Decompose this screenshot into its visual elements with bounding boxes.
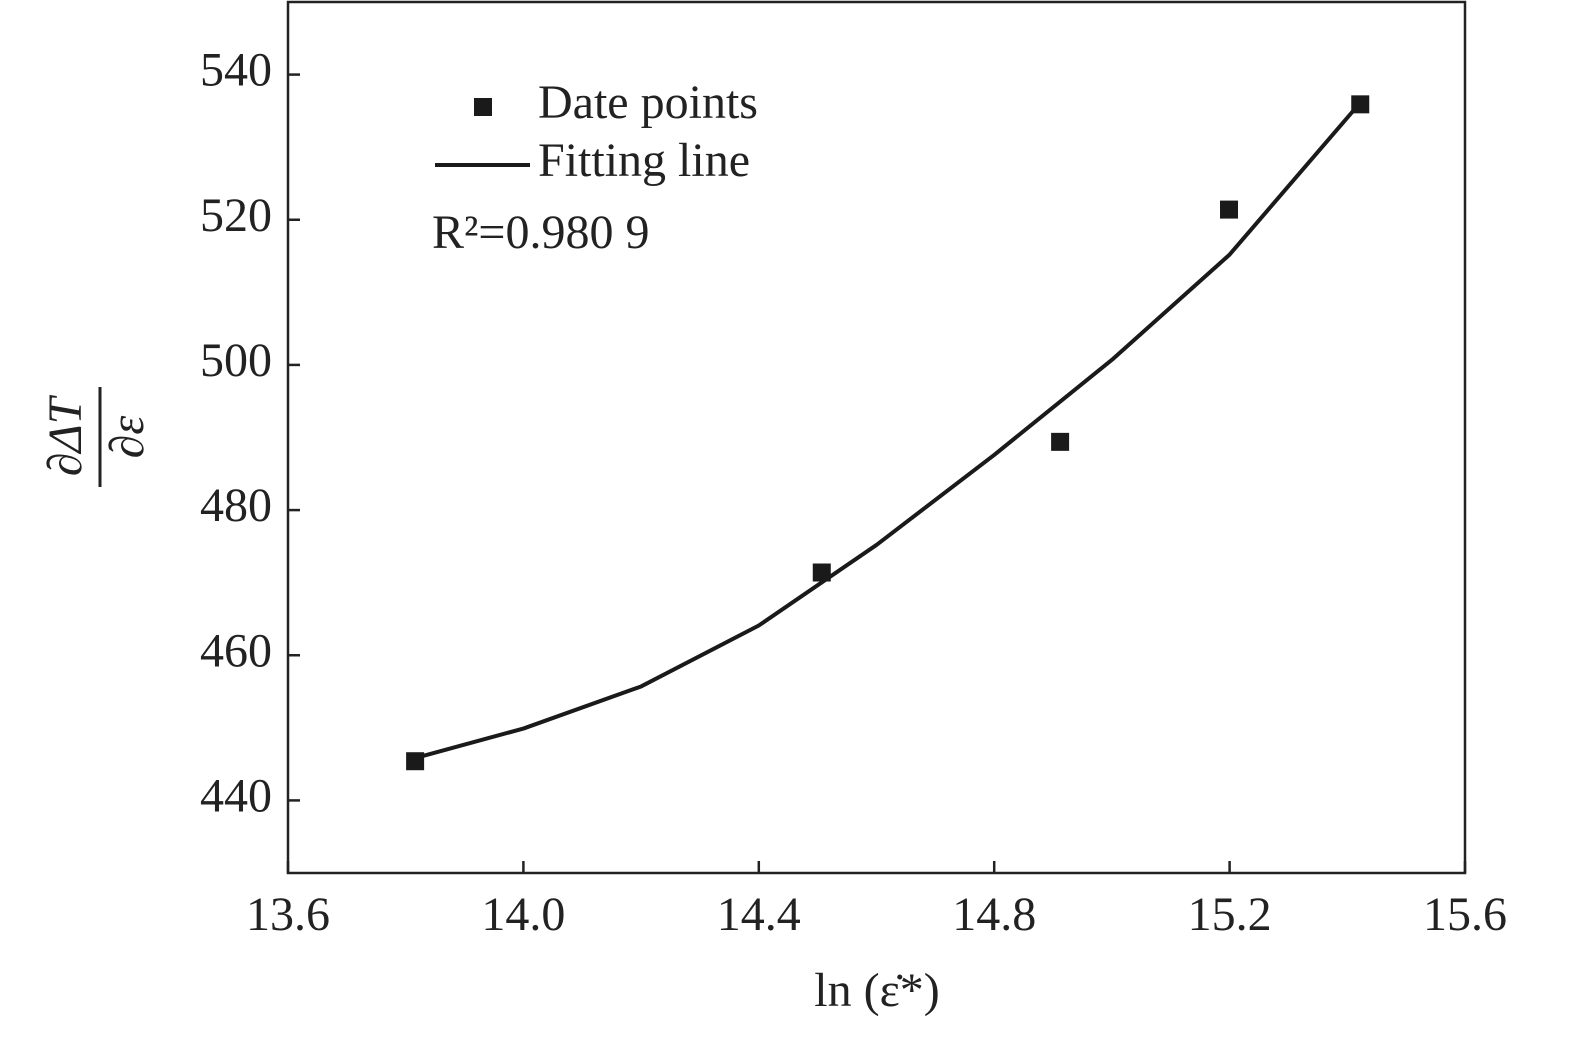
x-axis-label: ln (ε̇*) — [814, 964, 939, 1017]
annotation: R²=0.980 9 — [432, 206, 649, 259]
data-point — [1051, 432, 1070, 451]
y-axis-label: ∂ΔT ∂ε — [39, 387, 154, 487]
y-label-denominator: ∂ε — [101, 416, 154, 459]
y-tick-label: 500 — [200, 334, 272, 387]
x-tick-label: 13.6 — [246, 888, 330, 941]
x-tick-label: 15.6 — [1423, 888, 1507, 941]
x-tick-label: 14.8 — [952, 888, 1036, 941]
plot-frame — [286, 0, 1467, 875]
y-tick-label: 480 — [200, 479, 272, 532]
y-label-numerator: ∂ΔT — [39, 394, 92, 476]
x-tick-label: 15.2 — [1188, 888, 1272, 941]
y-tick-label: 440 — [200, 769, 272, 822]
data-point — [1220, 200, 1239, 219]
x-tick-label: 14.0 — [481, 888, 565, 941]
y-tick-label: 540 — [200, 44, 272, 97]
legend-label: Fitting line — [538, 134, 750, 187]
y-tick-label: 460 — [200, 624, 272, 677]
data-point — [1351, 95, 1370, 114]
y-tick-label: 520 — [200, 189, 272, 242]
legend-marker — [474, 98, 492, 116]
x-tick-label: 14.4 — [717, 888, 801, 941]
legend-label: Date points — [538, 76, 758, 129]
fit-line — [411, 109, 1355, 761]
